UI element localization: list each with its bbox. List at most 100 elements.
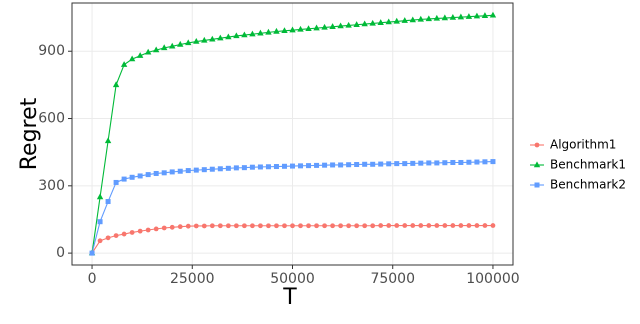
- x-tick-label: 100000: [466, 271, 519, 287]
- point: [274, 223, 279, 229]
- point: [418, 160, 424, 166]
- point: [209, 166, 215, 172]
- x-tick-label: 50000: [270, 271, 315, 287]
- point: [314, 223, 319, 229]
- point: [105, 199, 111, 205]
- point: [193, 223, 199, 229]
- point: [273, 164, 279, 170]
- point: [442, 160, 448, 166]
- point: [161, 225, 167, 231]
- point: [201, 36, 208, 43]
- point: [241, 223, 247, 229]
- point: [153, 170, 159, 176]
- x-tick-label: 25000: [170, 271, 215, 287]
- y-tick-label: 600: [38, 111, 65, 127]
- point: [329, 23, 336, 29]
- point: [410, 223, 416, 228]
- y-tick-label: 300: [38, 178, 65, 194]
- point: [369, 19, 376, 26]
- point: [177, 224, 183, 230]
- point: [322, 162, 328, 168]
- point: [434, 223, 440, 228]
- point: [97, 238, 103, 244]
- point: [442, 223, 448, 228]
- point: [385, 18, 392, 25]
- point: [377, 19, 384, 25]
- legend-marker: [534, 142, 540, 148]
- point: [201, 223, 207, 229]
- point: [257, 29, 264, 36]
- point: [289, 26, 296, 33]
- point: [282, 223, 287, 229]
- point: [96, 193, 104, 200]
- point: [153, 226, 159, 232]
- point: [249, 30, 256, 37]
- point: [104, 137, 112, 144]
- point: [113, 179, 119, 185]
- x-tick-label: 75000: [370, 271, 415, 287]
- y-tick-label: 0: [56, 245, 65, 261]
- point: [401, 17, 408, 23]
- point: [322, 223, 327, 229]
- point: [481, 12, 489, 18]
- point: [433, 14, 441, 21]
- point: [410, 160, 416, 166]
- point: [346, 162, 352, 168]
- point: [474, 223, 480, 228]
- point: [354, 223, 360, 229]
- point: [370, 161, 376, 167]
- point: [161, 170, 167, 176]
- point: [265, 164, 271, 170]
- point: [338, 223, 344, 229]
- point: [402, 161, 408, 167]
- point: [177, 168, 183, 174]
- point: [466, 159, 472, 165]
- point: [409, 16, 416, 23]
- point: [482, 159, 488, 165]
- point: [233, 223, 239, 229]
- point: [466, 223, 472, 228]
- point: [490, 159, 496, 165]
- point: [386, 161, 392, 167]
- point: [298, 223, 303, 229]
- point: [321, 23, 328, 30]
- point: [113, 233, 119, 239]
- point: [241, 165, 247, 171]
- point: [233, 165, 239, 171]
- point: [306, 223, 311, 229]
- point: [169, 42, 176, 49]
- point: [152, 46, 160, 53]
- point: [426, 160, 432, 166]
- point: [449, 13, 457, 20]
- point: [441, 14, 449, 21]
- point: [145, 172, 151, 178]
- point: [97, 219, 103, 225]
- point: [137, 228, 143, 234]
- point: [185, 39, 192, 46]
- point: [169, 169, 175, 175]
- point: [217, 166, 223, 172]
- point: [474, 159, 480, 165]
- point: [273, 27, 280, 34]
- y-tick-label: 900: [38, 43, 65, 59]
- point: [290, 163, 295, 169]
- x-axis-label: T: [282, 285, 297, 310]
- point: [458, 159, 464, 165]
- panel-border: [71, 2, 514, 266]
- legend-label: Algorithm1: [550, 138, 616, 152]
- point: [233, 32, 240, 39]
- point: [209, 35, 216, 42]
- point: [370, 223, 376, 229]
- point: [144, 48, 152, 55]
- point: [209, 223, 215, 229]
- point: [257, 164, 263, 170]
- point: [417, 15, 424, 22]
- point: [225, 165, 231, 171]
- point: [330, 223, 335, 229]
- point: [225, 223, 231, 229]
- point: [353, 21, 360, 27]
- point: [217, 34, 224, 41]
- point: [330, 162, 336, 168]
- point: [426, 223, 432, 228]
- point: [457, 13, 465, 20]
